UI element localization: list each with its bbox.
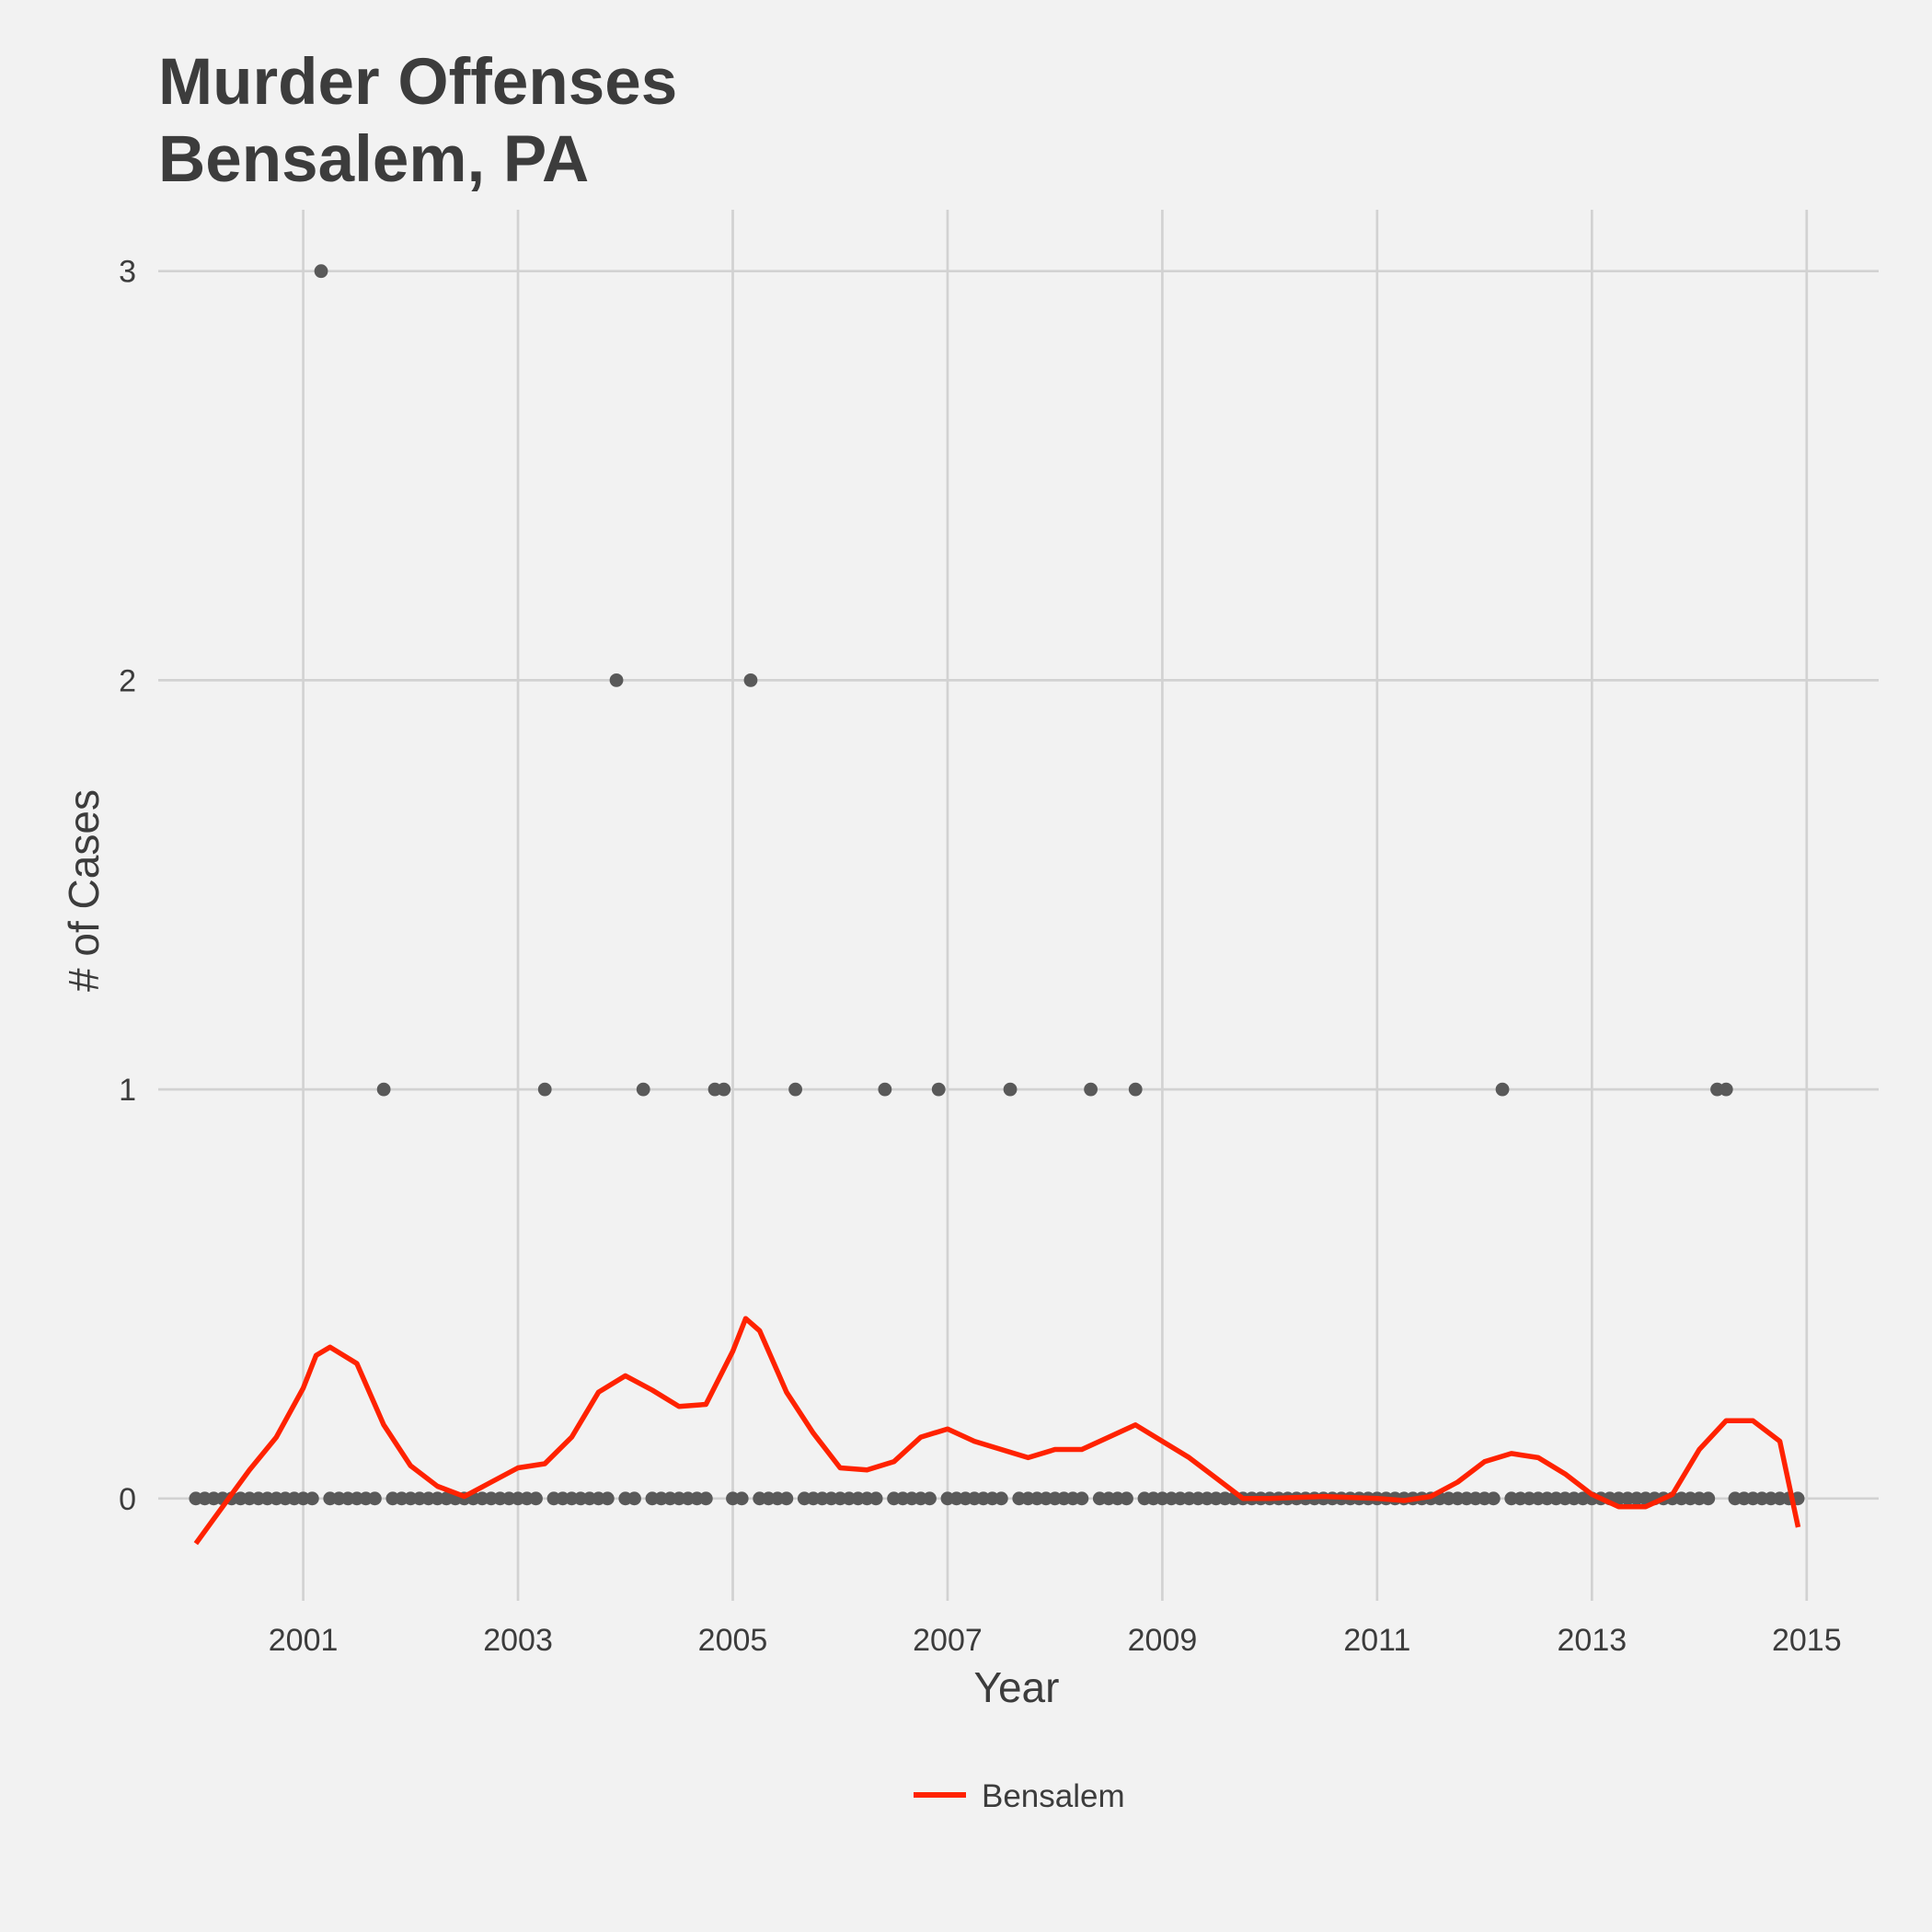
x-tick-label-2005: 2005: [698, 1623, 768, 1658]
x-tick-label-2011: 2011: [1343, 1623, 1410, 1658]
x-axis-tick-labels: 2001 2003 2005 2007 2009 2011 2013 2015: [269, 1623, 1842, 1658]
legend: Bensalem: [914, 1778, 1125, 1814]
data-point: [1719, 1082, 1733, 1097]
data-point: [609, 673, 624, 687]
y-tick-label-2: 2: [119, 663, 136, 698]
x-tick-label-2009: 2009: [1128, 1623, 1198, 1658]
y-axis-title: # of Cases: [60, 789, 108, 992]
data-point: [600, 1491, 615, 1506]
grid-lines: [158, 210, 1879, 1601]
x-tick-label-2003: 2003: [483, 1623, 553, 1658]
data-point: [627, 1491, 641, 1506]
x-tick-label-2013: 2013: [1558, 1623, 1627, 1658]
data-point: [529, 1491, 543, 1506]
data-points: [189, 264, 1805, 1506]
data-point: [698, 1491, 713, 1506]
trend-line-layer: [193, 1316, 1801, 1546]
data-point: [376, 1082, 391, 1097]
chart-title-line-2: Bensalem, PA: [158, 123, 589, 196]
data-point: [1084, 1082, 1098, 1097]
data-point: [1003, 1082, 1018, 1097]
data-point: [1075, 1491, 1089, 1506]
data-point: [636, 1082, 650, 1097]
legend-label-bensalem: Bensalem: [982, 1778, 1125, 1814]
y-axis-tick-labels: 0 1 2 3: [119, 255, 136, 1517]
chart-title-line-1: Murder Offenses: [158, 46, 677, 119]
data-point: [868, 1491, 883, 1506]
data-point: [717, 1082, 731, 1097]
y-tick-label-0: 0: [119, 1482, 136, 1517]
data-point: [779, 1491, 794, 1506]
data-point: [368, 1491, 382, 1506]
x-axis-title: Year: [974, 1663, 1060, 1711]
data-point: [1128, 1082, 1143, 1097]
data-point: [994, 1491, 1008, 1506]
data-point: [923, 1491, 937, 1506]
data-point: [1701, 1491, 1716, 1506]
x-tick-label-2015: 2015: [1772, 1623, 1842, 1658]
data-point: [537, 1082, 552, 1097]
data-point: [743, 673, 758, 687]
data-point: [305, 1491, 319, 1506]
data-point: [734, 1491, 749, 1506]
data-point: [1120, 1491, 1133, 1506]
y-tick-label-1: 1: [119, 1073, 136, 1108]
data-point: [1486, 1491, 1501, 1506]
data-point: [1495, 1082, 1510, 1097]
trend-line-bensalem: [193, 1316, 1801, 1546]
data-point: [931, 1082, 946, 1097]
data-point: [878, 1082, 892, 1097]
y-tick-label-3: 3: [119, 255, 136, 290]
x-tick-label-2001: 2001: [269, 1623, 339, 1658]
x-tick-label-2007: 2007: [913, 1623, 983, 1658]
data-point: [788, 1082, 802, 1097]
data-point: [314, 264, 328, 279]
